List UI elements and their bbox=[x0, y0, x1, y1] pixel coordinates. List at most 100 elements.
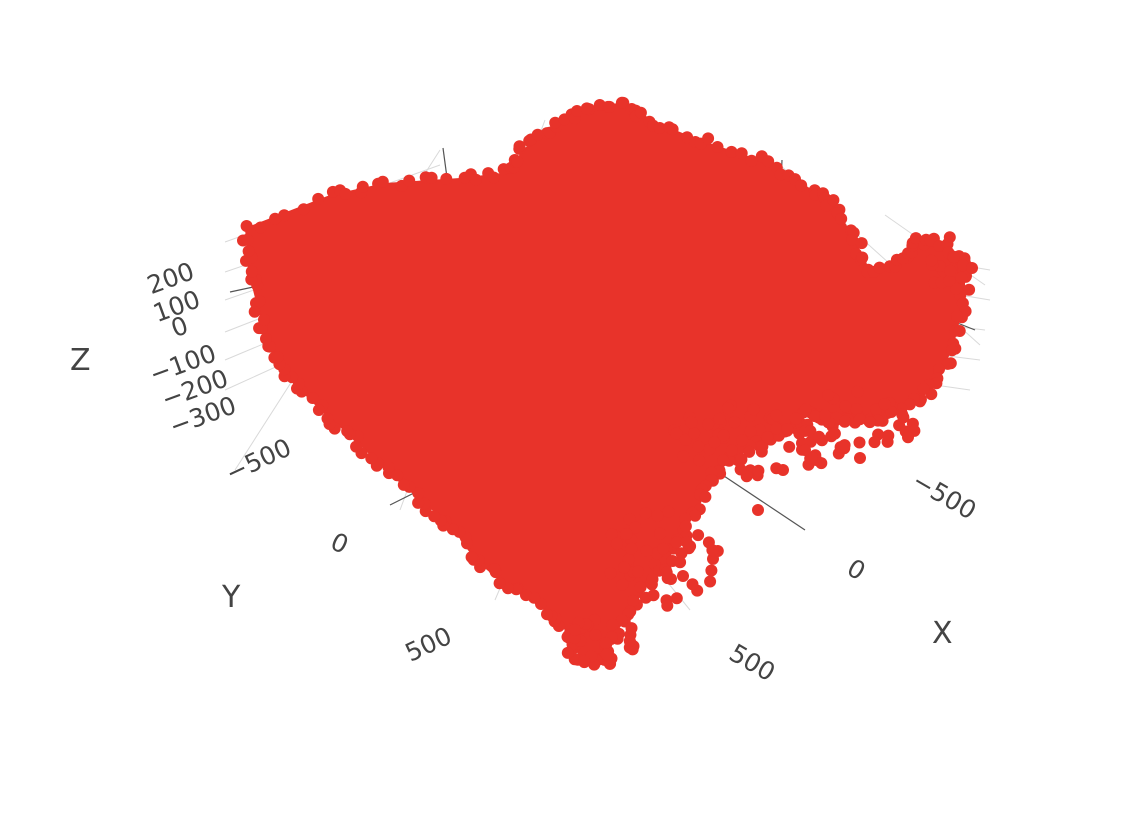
data-point bbox=[561, 646, 574, 659]
data-point bbox=[242, 245, 255, 258]
data-point bbox=[704, 575, 717, 588]
data-point bbox=[639, 507, 652, 520]
data-point bbox=[838, 439, 851, 452]
data-point bbox=[670, 536, 683, 549]
data-point bbox=[634, 581, 647, 594]
data-point bbox=[909, 232, 922, 245]
data-point bbox=[677, 450, 690, 463]
data-point bbox=[743, 445, 756, 458]
data-point bbox=[571, 105, 583, 117]
data-point bbox=[511, 155, 524, 168]
data-point bbox=[941, 357, 954, 370]
data-point bbox=[736, 434, 749, 447]
data-point bbox=[735, 147, 748, 160]
data-point bbox=[660, 566, 673, 579]
data-point bbox=[853, 413, 866, 426]
data-point bbox=[853, 436, 866, 449]
data-point bbox=[606, 618, 619, 631]
data-point bbox=[653, 122, 666, 134]
data-point bbox=[640, 544, 653, 557]
data-point bbox=[487, 171, 500, 184]
data-point bbox=[646, 573, 659, 586]
data-point bbox=[944, 264, 957, 277]
data-point bbox=[955, 271, 968, 284]
data-point bbox=[618, 561, 631, 574]
data-point bbox=[815, 457, 828, 470]
data-point bbox=[725, 444, 738, 457]
data-point bbox=[465, 551, 478, 564]
data-point bbox=[356, 180, 369, 193]
data-point bbox=[312, 404, 325, 416]
data-point bbox=[647, 589, 660, 602]
data-point bbox=[735, 453, 748, 466]
data-point bbox=[728, 416, 741, 429]
y-tick-label: −500 bbox=[221, 433, 295, 488]
data-point bbox=[854, 452, 866, 464]
data-point bbox=[382, 461, 395, 474]
data-point bbox=[610, 537, 623, 550]
data-point bbox=[350, 440, 363, 453]
data-point bbox=[953, 325, 966, 337]
data-point bbox=[705, 564, 718, 577]
data-point bbox=[885, 406, 898, 418]
data-point bbox=[297, 203, 310, 216]
data-point bbox=[312, 192, 325, 205]
data-point bbox=[365, 452, 378, 465]
data-point bbox=[670, 427, 683, 440]
data-point bbox=[260, 332, 272, 345]
data-point bbox=[868, 436, 881, 449]
data-point bbox=[699, 490, 712, 503]
data-point bbox=[580, 102, 593, 115]
data-point bbox=[873, 261, 886, 274]
data-point bbox=[603, 100, 616, 113]
data-point bbox=[634, 106, 647, 119]
data-point bbox=[616, 578, 629, 591]
data-point bbox=[629, 521, 642, 534]
data-point bbox=[412, 496, 425, 509]
data-point bbox=[616, 614, 628, 627]
data-point bbox=[702, 418, 715, 431]
data-point bbox=[688, 427, 701, 440]
data-point bbox=[777, 464, 789, 476]
data-point bbox=[946, 344, 958, 357]
data-point bbox=[620, 528, 633, 540]
data-point bbox=[846, 233, 859, 246]
data-point bbox=[670, 592, 683, 605]
data-point bbox=[679, 433, 692, 446]
z-tick-labels: 200 100 0 −100 −200 −300 bbox=[143, 256, 240, 441]
data-point bbox=[339, 187, 352, 200]
data-point bbox=[706, 544, 719, 557]
data-point bbox=[488, 563, 501, 576]
data-point bbox=[531, 128, 544, 141]
data-point bbox=[625, 542, 638, 555]
data-point bbox=[412, 487, 425, 500]
data-point bbox=[651, 509, 664, 522]
data-point bbox=[605, 528, 618, 541]
data-point bbox=[789, 412, 802, 425]
data-point bbox=[808, 410, 821, 423]
data-point bbox=[689, 509, 702, 522]
data-point bbox=[654, 527, 667, 540]
data-point bbox=[692, 440, 705, 453]
data-point bbox=[278, 209, 291, 222]
data-point bbox=[781, 423, 794, 436]
data-point bbox=[675, 547, 688, 560]
data-point bbox=[713, 412, 726, 425]
data-point bbox=[632, 565, 644, 578]
data-point bbox=[839, 415, 852, 428]
data-point bbox=[933, 363, 945, 376]
data-point bbox=[623, 635, 636, 647]
data-point bbox=[627, 594, 639, 607]
data-point bbox=[686, 578, 699, 591]
data-point bbox=[850, 403, 863, 416]
data-point bbox=[828, 427, 841, 440]
data-point bbox=[680, 536, 693, 549]
x-axis-title: X bbox=[932, 616, 953, 651]
data-point bbox=[924, 234, 937, 247]
data-point bbox=[897, 411, 910, 424]
z-axis-title: Z bbox=[70, 343, 91, 378]
data-point bbox=[856, 251, 869, 264]
data-point bbox=[762, 155, 775, 168]
data-point bbox=[734, 463, 747, 476]
